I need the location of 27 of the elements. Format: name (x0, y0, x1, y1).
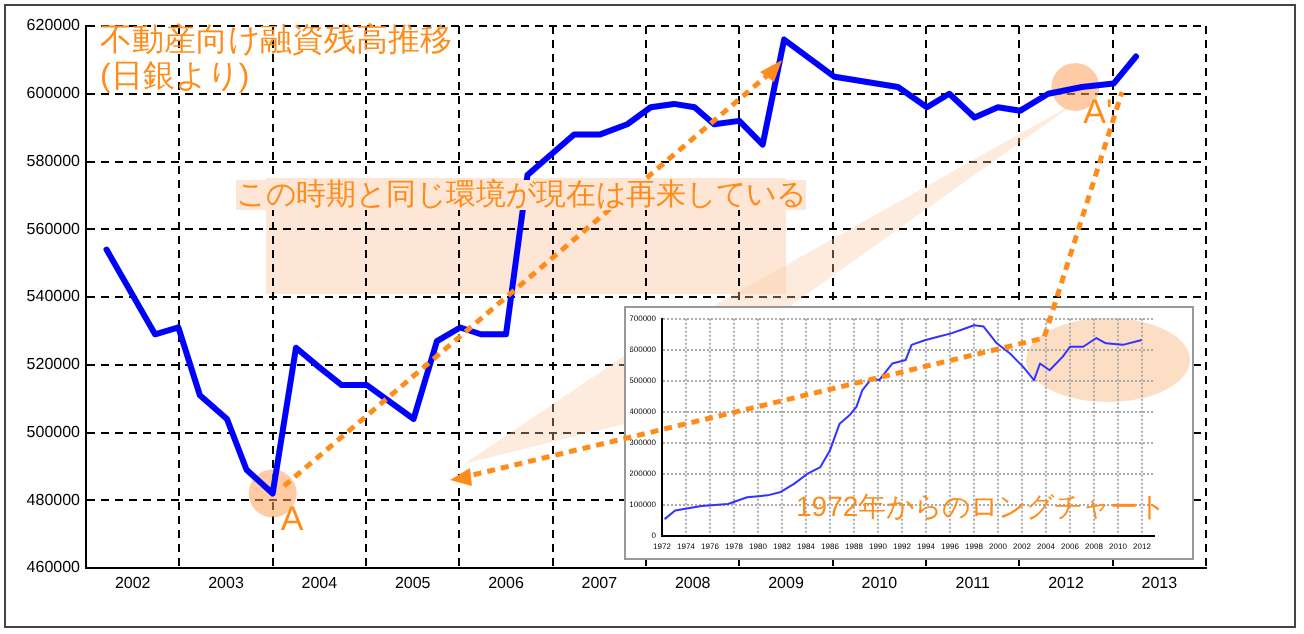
y-tick-label: 520000 (26, 355, 82, 374)
y-tick-label: 500000 (26, 422, 82, 441)
x-tick-label: 2013 (1141, 574, 1179, 593)
text: (日銀より) (100, 60, 250, 94)
annotation: この時期と同じ環境が現在は再来している (236, 178, 806, 212)
x-tick-label: 2010 (861, 574, 899, 593)
x-tick-label: 2008 (674, 574, 712, 593)
x-tick-label: 2004 (301, 574, 339, 593)
annotation: A (280, 499, 305, 538)
x-tick-label: 2011 (955, 574, 991, 593)
chart-title: 不動産向け融資残高推移 (100, 24, 452, 58)
y-tick-label: 560000 (26, 219, 82, 238)
y-tick-label: 480000 (26, 490, 82, 509)
x-tick-label: 2012 (1048, 574, 1085, 593)
y-tick-label: 540000 (26, 287, 82, 306)
y-tick-label: 460000 (26, 558, 82, 577)
y-tick-label: 600000 (26, 84, 82, 103)
y-tick-label: 580000 (26, 151, 82, 170)
y-tick-label: 620000 (26, 16, 82, 35)
x-tick-label: 2002 (114, 574, 152, 593)
x-tick-label: 2009 (768, 574, 805, 593)
x-tick-label: 2006 (488, 574, 525, 593)
x-tick-label: 2007 (581, 574, 619, 593)
x-tick-label: 2003 (208, 574, 245, 593)
x-tick-label: 2005 (394, 574, 432, 593)
annotation: A' (1083, 93, 1113, 132)
annotation: 1972年からのロングチャート (796, 490, 1167, 522)
